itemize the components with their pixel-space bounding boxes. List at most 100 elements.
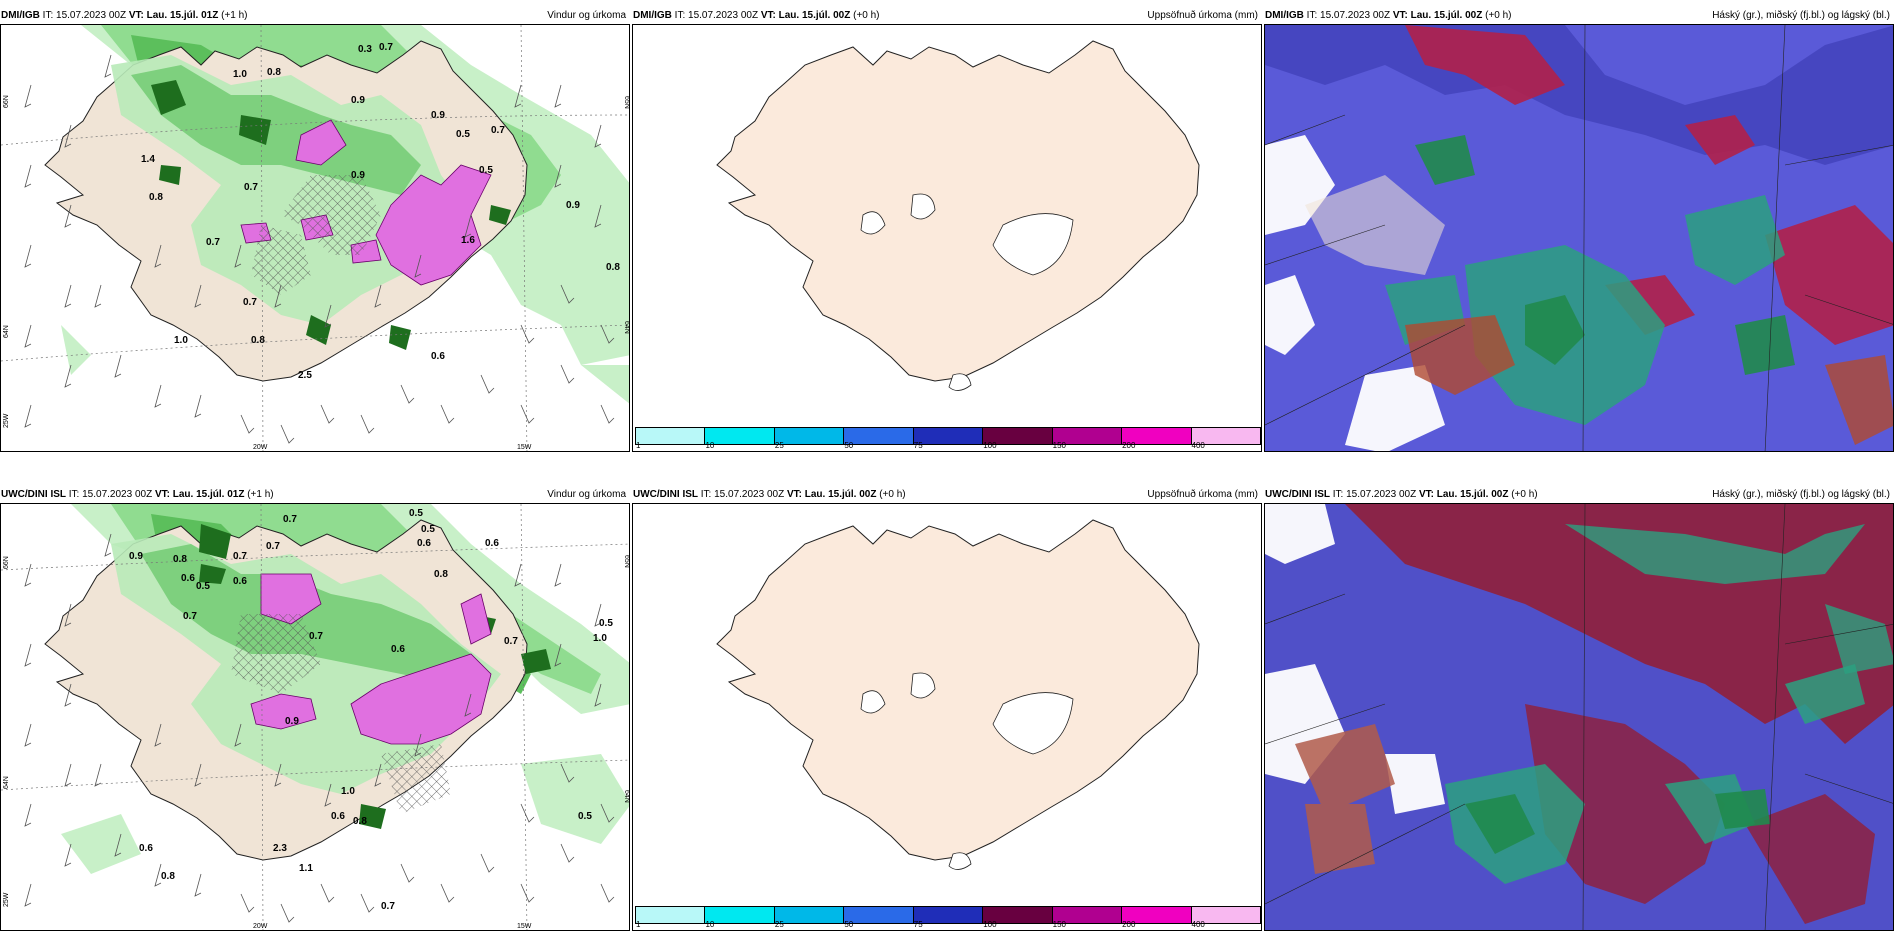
map-area[interactable] bbox=[1264, 24, 1894, 452]
map-area[interactable] bbox=[1264, 503, 1894, 931]
precip-colorbar: 1 10 25 50 75 100 150 200 400 bbox=[635, 906, 1261, 929]
panel-header: UWC/DINI ISL IT: 15.07.2023 00Z VT: Lau.… bbox=[633, 489, 906, 500]
precip-value-label: 1.6 bbox=[461, 235, 475, 246]
wind-precip-panel-dmi: DMI/IGB IT: 15.07.2023 00Z VT: Lau. 15.j… bbox=[0, 8, 630, 456]
panel-title: Háský (gr.), miðský (fj.bl.) og lágský (… bbox=[1712, 489, 1890, 500]
panel-header: DMI/IGB IT: 15.07.2023 00Z VT: Lau. 15.j… bbox=[1, 10, 248, 21]
colorbar-swatch: 10 bbox=[705, 428, 775, 450]
lat-tick-66n: 66N bbox=[3, 556, 10, 569]
precip-value-label: 0.5 bbox=[456, 129, 470, 140]
panel-header: UWC/DINI ISL IT: 15.07.2023 00Z VT: Lau.… bbox=[1, 489, 274, 500]
panel-header: DMI/IGB IT: 15.07.2023 00Z VT: Lau. 15.j… bbox=[633, 10, 880, 21]
precip-value-label: 0.7 bbox=[183, 611, 197, 622]
colorbar-swatch: 10 bbox=[705, 907, 775, 929]
lat-tick-65n-right: 65N bbox=[623, 555, 630, 568]
precip-value-label: 0.7 bbox=[243, 297, 257, 308]
lon-tick-25w: 25W bbox=[3, 892, 10, 907]
colorbar-tick: 200 bbox=[1122, 441, 1136, 450]
precip-value-label: 0.7 bbox=[491, 125, 505, 136]
precip-value-label: 0.8 bbox=[251, 335, 265, 346]
colorbar-swatch: 1 bbox=[636, 428, 706, 450]
colorbar-tick: 400 bbox=[1191, 920, 1205, 929]
precip-value-label: 0.5 bbox=[196, 581, 210, 592]
precip-value-label: 0.8 bbox=[161, 871, 175, 882]
precip-value-label: 0.7 bbox=[244, 182, 258, 193]
colorbar-tick: 75 bbox=[913, 920, 923, 929]
map-area[interactable]: 1 10 25 50 75 100 150 200 400 bbox=[632, 24, 1262, 452]
colorbar-tick: 1 bbox=[636, 920, 641, 929]
panel-title: Háský (gr.), miðský (fj.bl.) og lágský (… bbox=[1712, 10, 1890, 21]
precip-value-label: 0.7 bbox=[233, 551, 247, 562]
precip-value-label: 0.5 bbox=[421, 524, 435, 535]
precip-value-label: 0.6 bbox=[391, 644, 405, 655]
cloud-cover-panel-uwc: UWC/DINI ISL IT: 15.07.2023 00Z VT: Lau.… bbox=[1264, 487, 1894, 935]
precip-value-label: 0.7 bbox=[309, 631, 323, 642]
colorbar-tick: 25 bbox=[774, 920, 784, 929]
precip-value-label: 1.0 bbox=[174, 335, 188, 346]
precip-value-label: 2.3 bbox=[273, 843, 287, 854]
panel-title: Uppsöfnuð úrkoma (mm) bbox=[1147, 10, 1258, 21]
colorbar-tick: 100 bbox=[983, 920, 997, 929]
precip-value-label: 0.6 bbox=[485, 538, 499, 549]
precip-value-label: 0.5 bbox=[479, 165, 493, 176]
precip-value-labels: 0.50.70.50.6 0.60.9 0.70.70.80.6 0.60.50.80… bbox=[129, 508, 613, 912]
lon-tick-25w: 25W bbox=[3, 413, 10, 428]
precip-value-label: 0.9 bbox=[431, 110, 445, 121]
precip-value-label: 0.5 bbox=[578, 811, 592, 822]
precip-value-label: 1.1 bbox=[299, 863, 313, 874]
colorbar-tick: 100 bbox=[983, 441, 997, 450]
lon-tick-20w: 20W bbox=[253, 923, 268, 930]
colorbar-tick: 50 bbox=[844, 920, 854, 929]
panel-title: Uppsöfnuð úrkoma (mm) bbox=[1147, 489, 1258, 500]
precip-value-label: 1.4 bbox=[141, 154, 155, 165]
lat-tick-66n: 66N bbox=[3, 95, 10, 108]
panel-title: Vindur og úrkoma bbox=[547, 10, 626, 21]
precip-value-label: 0.5 bbox=[409, 508, 423, 519]
lat-tick-64n: 64N bbox=[3, 325, 10, 338]
precip-value-label: 0.9 bbox=[285, 716, 299, 727]
lon-tick-15w: 15W bbox=[517, 444, 532, 451]
map-area[interactable]: 0.5 0.7 0.5 0.6 0.6 0.9 0.7 0.7 0.8 0.6 0.6 0.5 0.8 0… bbox=[0, 503, 630, 931]
precip-colorbar: 1 10 25 50 75 100 150 200 400 bbox=[635, 427, 1261, 450]
colorbar-tick: 75 bbox=[913, 441, 923, 450]
colorbar-swatch: 100 bbox=[983, 907, 1053, 929]
precip-value-label: 0.7 bbox=[266, 541, 280, 552]
precip-value-label: 0.6 bbox=[181, 573, 195, 584]
precip-value-label: 0.6 bbox=[233, 576, 247, 587]
accumulated-precip-panel-dmi: DMI/IGB IT: 15.07.2023 00Z VT: Lau. 15.j… bbox=[632, 8, 1262, 456]
precip-value-label: 0.8 bbox=[173, 554, 187, 565]
wind-precip-panel-uwc: UWC/DINI ISL IT: 15.07.2023 00Z VT: Lau.… bbox=[0, 487, 630, 935]
precip-value-label: 0.7 bbox=[381, 901, 395, 912]
precip-value-label: 0.6 bbox=[331, 811, 345, 822]
precip-over-land bbox=[111, 55, 511, 350]
colorbar-swatch: 75 bbox=[913, 907, 984, 929]
precip-value-label: 0.8 bbox=[606, 262, 620, 273]
precip-value-label: 0.8 bbox=[434, 569, 448, 580]
precip-value-label: 0.6 bbox=[431, 351, 445, 362]
colorbar-tick: 1 bbox=[636, 441, 641, 450]
panel-header: DMI/IGB IT: 15.07.2023 00Z VT: Lau. 15.j… bbox=[1265, 10, 1512, 21]
lon-tick-20w: 20W bbox=[253, 444, 268, 451]
lat-tick-64n-right: 64N bbox=[623, 321, 630, 334]
colorbar-tick: 150 bbox=[1052, 920, 1066, 929]
precip-value-label: 0.7 bbox=[504, 636, 518, 647]
colorbar-tick: 400 bbox=[1191, 441, 1205, 450]
colorbar-swatch: 50 bbox=[844, 428, 914, 450]
colorbar-swatch: 25 bbox=[774, 428, 845, 450]
precip-value-label: 0.3 bbox=[358, 44, 372, 55]
precip-value-label: 0.7 bbox=[206, 237, 220, 248]
colorbar-tick: 25 bbox=[774, 441, 784, 450]
colorbar-tick: 200 bbox=[1122, 920, 1136, 929]
precip-value-label: 0.7 bbox=[379, 42, 393, 53]
colorbar-tick: 150 bbox=[1052, 441, 1066, 450]
lat-tick-65n-right: 65N bbox=[623, 96, 630, 109]
map-area[interactable]: 1 10 25 50 75 100 150 200 400 bbox=[632, 503, 1262, 931]
precip-value-label: 0.6 bbox=[417, 538, 431, 549]
precip-value-label: 0.6 bbox=[139, 843, 153, 854]
precip-value-label: 0.9 bbox=[351, 95, 365, 106]
map-area[interactable]: 0.3 0.7 1.0 0.8 0.9 0.9 0.7 0.5 1.4 0.8 0.7 0.9 0.5 0… bbox=[0, 24, 630, 452]
precip-value-label: 0.8 bbox=[353, 816, 367, 827]
colorbar-swatch: 50 bbox=[844, 907, 914, 929]
precip-value-label: 0.8 bbox=[267, 67, 281, 78]
colorbar-swatch: 200 bbox=[1122, 907, 1192, 929]
